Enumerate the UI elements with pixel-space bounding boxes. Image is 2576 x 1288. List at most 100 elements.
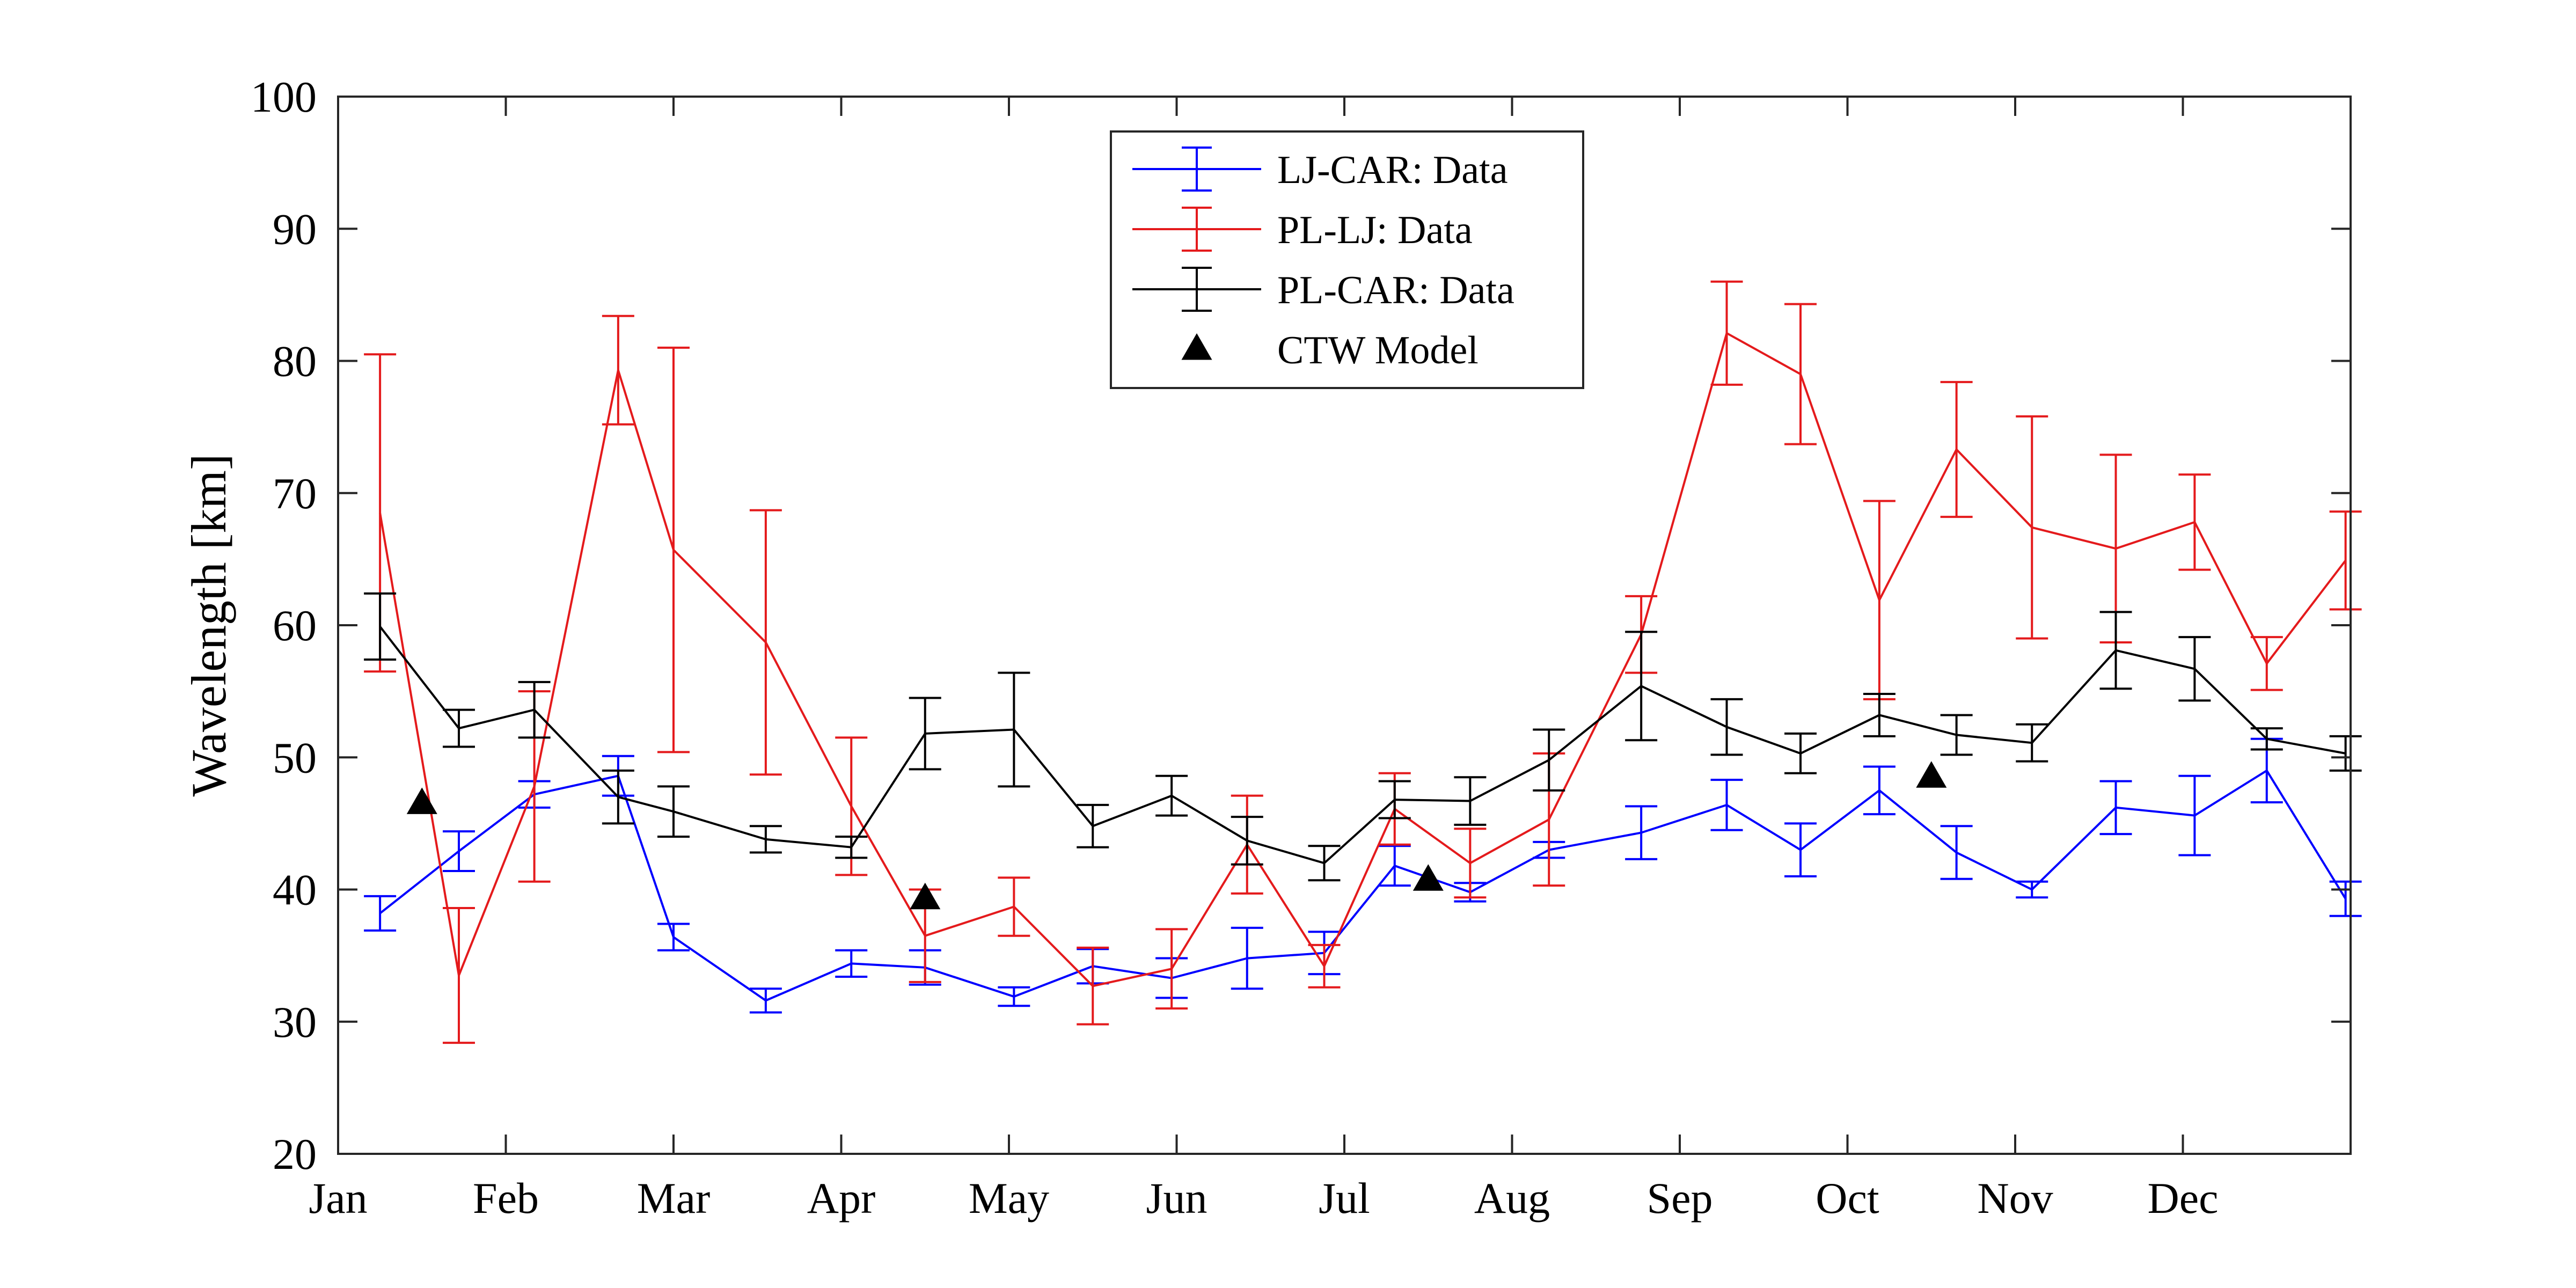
error-bar	[1863, 765, 1896, 816]
x-tick-label: Feb	[473, 1174, 539, 1223]
error-bar	[1784, 732, 1817, 774]
x-tick-label: Dec	[2147, 1174, 2218, 1223]
error-bar	[657, 785, 690, 838]
legend-label: PL-CAR: Data	[1277, 268, 1514, 312]
series-line	[379, 769, 2347, 1002]
legend-entry: PL-LJ: Data	[1132, 207, 1473, 252]
error-bar	[1940, 380, 1973, 518]
error-bar	[2250, 727, 2283, 751]
error-bar	[1863, 693, 1896, 737]
error-bar	[2016, 415, 2048, 640]
error-bar	[1710, 698, 1743, 756]
x-tick-label: Aug	[1474, 1174, 1550, 1223]
error-bar	[657, 923, 690, 952]
error-bar	[749, 509, 782, 776]
error-bar	[1454, 828, 1487, 899]
y-axis-title: Wavelength [km]	[181, 454, 236, 797]
legend-box	[1110, 130, 1584, 389]
error-bar	[2329, 735, 2362, 772]
error-bar	[1533, 728, 1565, 792]
error-bar	[657, 346, 690, 753]
error-bar	[602, 314, 634, 426]
error-bar	[835, 836, 868, 859]
x-tick-label: Jul	[1319, 1174, 1370, 1223]
error-bar	[1378, 845, 1411, 887]
legend-entry: CTW Model	[1181, 328, 1479, 372]
series-layer	[364, 280, 2362, 1044]
error-bar	[364, 592, 397, 661]
error-bar	[518, 680, 551, 739]
series-line	[379, 626, 2346, 865]
error-bar	[2329, 510, 2362, 611]
error-bar	[2099, 611, 2132, 690]
error-bar	[2016, 880, 2048, 899]
model-layer	[406, 761, 1947, 910]
model-point-triangle	[1916, 761, 1947, 788]
y-tick-label: 20	[273, 1130, 317, 1179]
y-tick-label: 30	[273, 998, 317, 1046]
error-bar	[1625, 805, 1658, 860]
error-bar	[1231, 926, 1263, 990]
error-bar	[1784, 822, 1817, 877]
legend: LJ-CAR: Data PL-LJ: Data PL-CAR: Data CTW M…	[1110, 130, 1584, 389]
error-bar	[998, 986, 1030, 1007]
y-tick-label: 40	[273, 866, 317, 914]
error-bar	[2250, 636, 2283, 691]
legend-label: CTW Model	[1277, 328, 1479, 372]
error-bar	[364, 895, 397, 932]
y-tick-label: 60	[273, 601, 317, 650]
error-bar	[1308, 943, 1341, 989]
error-bar	[1710, 280, 1743, 386]
y-tick-label: 80	[273, 337, 317, 386]
error-bar	[1454, 776, 1487, 826]
model-point-triangle	[406, 787, 437, 814]
legend-triangle-marker	[1181, 333, 1212, 360]
ticks-layer: Jan Feb Mar Apr May Jun Jul Aug Sep Oct Nov Dec 20 30…	[251, 72, 2351, 1223]
error-bar	[602, 769, 634, 825]
x-tick-label: Apr	[807, 1174, 876, 1223]
series-pl-car-data	[364, 592, 2362, 882]
y-tick-label: 90	[273, 204, 317, 253]
model-point-triangle	[1413, 864, 1444, 891]
y-tick-label: 70	[273, 469, 317, 518]
error-bar	[1625, 631, 1658, 742]
error-bar	[2178, 774, 2211, 857]
error-bar	[1077, 803, 1109, 848]
error-bar	[1231, 816, 1263, 866]
legend-entry: PL-CAR: Data	[1132, 267, 1514, 312]
error-bar	[1308, 845, 1341, 882]
model-point-triangle	[910, 882, 941, 910]
x-tick-label: Mar	[637, 1174, 711, 1223]
error-bar	[1784, 303, 1817, 445]
error-bar	[749, 987, 782, 1014]
error-bar	[2178, 636, 2211, 702]
error-bar	[1940, 714, 1973, 756]
legend-entry: LJ-CAR: Data	[1132, 147, 1508, 192]
x-tick-label: Jan	[309, 1174, 367, 1223]
error-bar	[998, 876, 1030, 937]
error-bar	[2099, 780, 2132, 836]
error-bar	[1155, 774, 1188, 817]
error-bar	[2016, 723, 2048, 763]
legend-label: LJ-CAR: Data	[1277, 148, 1508, 192]
error-bar	[1155, 928, 1188, 1010]
y-tick-label: 100	[251, 72, 317, 121]
error-bar	[1940, 825, 1973, 880]
error-bar	[998, 671, 1030, 788]
error-bar	[749, 825, 782, 854]
error-bar	[1710, 779, 1743, 831]
x-tick-label: Sep	[1647, 1174, 1713, 1223]
legend-label: PL-LJ: Data	[1277, 208, 1473, 252]
series-line	[379, 331, 2347, 987]
error-bar	[443, 708, 475, 748]
error-bar	[1378, 780, 1411, 819]
error-bar	[2329, 880, 2362, 917]
x-tick-label: Nov	[1977, 1174, 2053, 1223]
error-bar	[443, 906, 475, 1044]
x-tick-label: May	[969, 1174, 1049, 1223]
error-bar	[909, 697, 941, 771]
error-bar	[1077, 946, 1109, 1026]
x-tick-label: Oct	[1816, 1174, 1879, 1223]
x-tick-label: Jun	[1146, 1174, 1208, 1223]
